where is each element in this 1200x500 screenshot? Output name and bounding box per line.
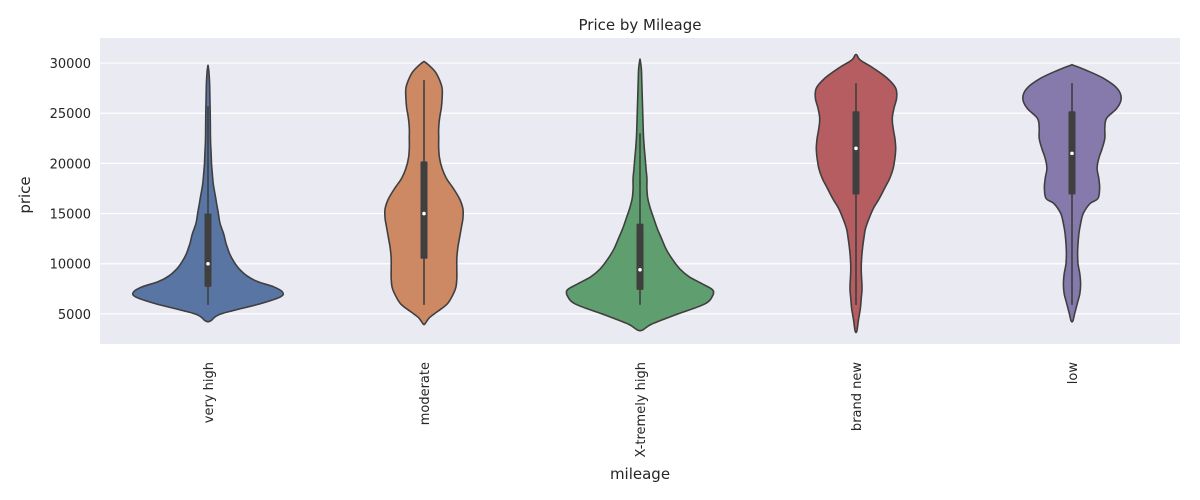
x-tick-label: very high — [202, 362, 217, 423]
chart-title: Price by Mileage — [579, 16, 702, 34]
median-marker — [638, 267, 642, 272]
iqr-box — [852, 111, 860, 195]
x-tick-label: X-tremely high — [634, 362, 649, 458]
y-tick-labels: 5000 10000 15000 20000 25000 30000 — [50, 57, 91, 323]
x-tick-label: moderate — [418, 362, 433, 425]
y-tick-label: 25000 — [50, 107, 91, 122]
y-tick-label: 20000 — [50, 157, 91, 172]
y-axis-label: price — [16, 176, 34, 213]
y-tick-label: 15000 — [50, 208, 91, 223]
x-tick-label: low — [1066, 362, 1081, 385]
iqr-box — [420, 161, 428, 259]
violins — [131, 53, 1122, 334]
iqr-box — [204, 213, 212, 287]
y-tick-label: 30000 — [50, 57, 91, 72]
y-tick-label: 5000 — [58, 308, 91, 323]
median-marker — [1070, 151, 1074, 156]
median-marker — [854, 146, 858, 151]
median-marker — [422, 211, 426, 216]
median-marker — [206, 261, 210, 266]
x-axis-label: mileage — [610, 465, 670, 483]
y-tick-label: 10000 — [50, 258, 91, 273]
x-tick-label: brand new — [850, 362, 865, 431]
iqr-box — [636, 223, 644, 290]
x-tick-labels: very high moderate X-tremely high brand new… — [202, 362, 1081, 458]
